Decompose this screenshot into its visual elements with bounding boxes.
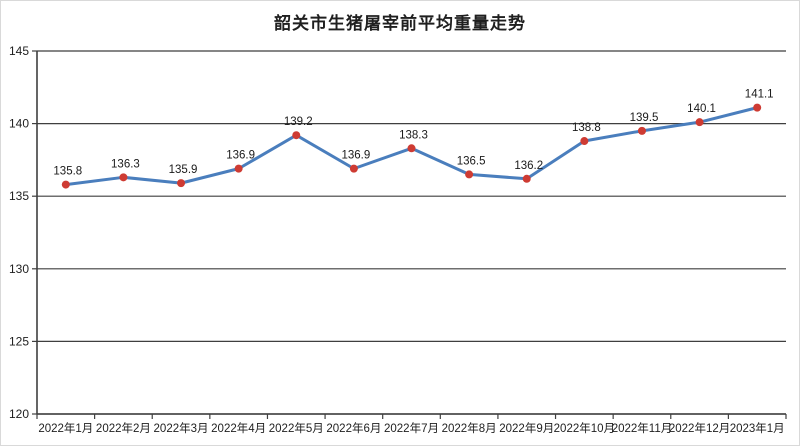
y-axis-label: 120	[9, 407, 29, 421]
data-point	[61, 180, 70, 189]
x-axis-label: 2022年8月	[442, 421, 497, 435]
data-point	[580, 137, 589, 146]
y-axis-label: 140	[9, 117, 29, 131]
y-axis-label: 125	[9, 334, 29, 348]
data-labels: 135.8 136.3 135.9 136.9 139.2 136.9 138.3 136.5…	[53, 89, 773, 178]
data-label: 136.9	[226, 150, 255, 162]
x-axis-label: 2022年3月	[154, 421, 209, 435]
data-points	[61, 103, 762, 189]
x-axis-label: 2022年6月	[326, 421, 381, 435]
x-axis-label: 2022年9月	[499, 421, 554, 435]
y-axis-labels: 120 125 130 135 140 145	[9, 44, 29, 421]
data-label: 138.8	[572, 122, 601, 134]
x-axis-labels: 2022年1月 2022年2月 2022年3月 2022年4月 2022年5月 2022年…	[38, 421, 784, 435]
data-label: 136.5	[457, 155, 486, 167]
data-label: 139.5	[630, 112, 659, 124]
data-label: 140.1	[687, 103, 716, 115]
data-point	[637, 126, 646, 135]
x-axis-label: 2022年4月	[211, 421, 266, 435]
data-label: 138.3	[399, 129, 428, 141]
data-label: 136.9	[341, 150, 370, 162]
x-axis-label: 2022年1月	[38, 421, 93, 435]
data-label: 135.8	[53, 166, 82, 178]
data-label: 136.2	[514, 160, 543, 172]
data-point	[119, 173, 128, 182]
x-tick-marks	[36, 414, 787, 419]
data-point	[292, 131, 301, 140]
data-point	[234, 164, 243, 173]
data-point	[753, 103, 762, 112]
x-axis-label: 2022年10月	[554, 421, 615, 435]
data-label: 135.9	[169, 164, 198, 176]
y-axis-label: 145	[9, 44, 29, 58]
x-axis-label: 2022年5月	[269, 421, 324, 435]
chart-title: 韶关市生猪屠宰前平均重量走势	[274, 14, 526, 33]
x-axis-label: 2022年11月	[612, 421, 673, 435]
data-label: 141.1	[745, 89, 774, 101]
y-axis-label: 135	[9, 189, 29, 203]
y-tick-marks	[32, 50, 37, 415]
data-label: 136.3	[111, 158, 140, 170]
x-axis-label: 2022年12月	[669, 421, 730, 435]
data-point	[349, 164, 358, 173]
data-point	[177, 179, 186, 188]
y-gridlines	[37, 50, 786, 415]
x-axis-label: 2022年7月	[384, 421, 439, 435]
data-point	[522, 174, 531, 183]
y-axis-label: 130	[9, 262, 29, 276]
data-label: 139.2	[284, 116, 313, 128]
x-axis-label: 2022年2月	[96, 421, 151, 435]
data-point	[465, 170, 474, 179]
data-point	[407, 144, 416, 153]
x-axis-label: 2023年1月	[730, 421, 785, 435]
data-point	[695, 118, 704, 127]
